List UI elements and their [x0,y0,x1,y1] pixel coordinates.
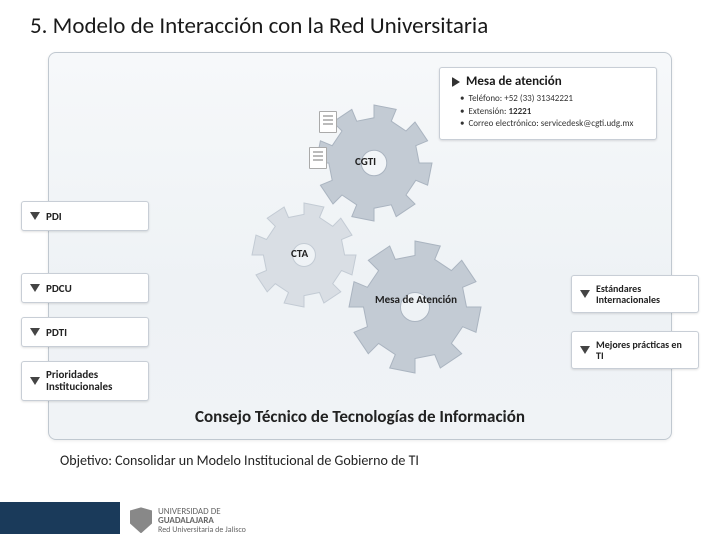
footer-block [0,502,120,534]
callout-label: PDCU [46,282,72,295]
callout-label: PDTI [46,326,67,339]
document-icon [319,111,337,133]
down-arrow-icon [30,284,40,292]
down-arrow-icon [30,377,40,385]
down-arrow-icon [30,328,40,336]
gears-diagram: CGTI CTA Mesa de Atención [199,83,519,363]
gear-label-cta: CTA [291,247,308,260]
university-logo: UNIVERSIDAD DE GUADALAJARA Red Universit… [130,507,246,534]
callout-label: PDI [46,210,62,223]
gear-label-mesa: Mesa de Atención [371,293,461,306]
shield-icon [130,507,152,533]
gear-label-cgti: CGTI [355,155,376,168]
gears-svg [199,83,519,383]
callout-label: Prioridades Institucionales [46,369,140,393]
down-arrow-icon [580,346,590,354]
callout-pdti: PDTI [21,317,149,347]
callout-mejores-practicas: Mejores prácticas en TI [571,331,699,369]
down-arrow-icon [580,290,590,298]
council-title: Consejo Técnico de Tecnologías de Inform… [49,406,671,427]
down-arrow-icon [30,212,40,220]
callout-pdcu: PDCU [21,273,149,303]
logo-text: UNIVERSIDAD DE GUADALAJARA Red Universit… [158,507,246,534]
gear-mesa [349,241,481,373]
objetivo-text: Objetivo: Consolidar un Modelo Instituci… [60,452,690,469]
main-panel: Mesa de atención Teléfono: +52 (33) 3134… [48,52,672,440]
callout-pdi: PDI [21,201,149,231]
callout-estandares: Estándares Internacionales [571,275,699,313]
callout-prioridades: Prioridades Institucionales [21,361,149,401]
page-title: 5. Modelo de Interacción con la Red Univ… [30,12,690,40]
document-icon [309,147,327,169]
callout-label: Estándares Internacionales [596,283,690,305]
callout-label: Mejores prácticas en TI [596,339,690,361]
